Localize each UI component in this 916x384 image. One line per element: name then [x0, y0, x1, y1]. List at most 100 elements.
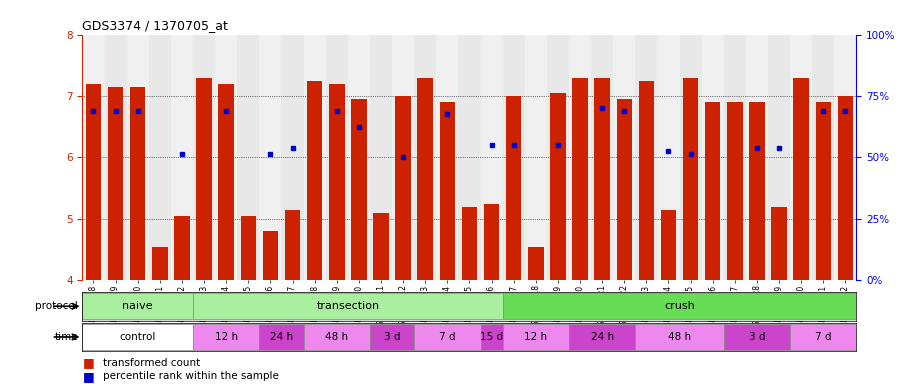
- Text: 7 d: 7 d: [439, 332, 455, 342]
- Bar: [569, 35, 591, 280]
- Text: percentile rank within the sample: percentile rank within the sample: [103, 371, 278, 381]
- Bar: [348, 35, 370, 280]
- Bar: [724, 35, 746, 280]
- Bar: [392, 35, 414, 280]
- Bar: [616, 99, 632, 280]
- Bar: [82, 324, 193, 350]
- Bar: [746, 35, 768, 280]
- Text: 12 h: 12 h: [214, 332, 238, 342]
- Text: 24 h: 24 h: [591, 332, 614, 342]
- Bar: [193, 324, 259, 350]
- Bar: [259, 324, 303, 350]
- Bar: [108, 87, 124, 280]
- Bar: [481, 35, 503, 280]
- Bar: [307, 81, 322, 280]
- Bar: [768, 35, 791, 280]
- Bar: [259, 35, 281, 280]
- Bar: [193, 35, 215, 280]
- Bar: [569, 324, 636, 350]
- Bar: [436, 35, 458, 280]
- Bar: [572, 78, 588, 280]
- Bar: [303, 35, 326, 280]
- Bar: [547, 35, 569, 280]
- Bar: [373, 213, 388, 280]
- Bar: [218, 84, 234, 280]
- Bar: [503, 324, 569, 350]
- Bar: [727, 102, 743, 280]
- Bar: [196, 78, 212, 280]
- Bar: [82, 293, 193, 319]
- Bar: [613, 35, 636, 280]
- Bar: [396, 96, 411, 280]
- Bar: [680, 35, 702, 280]
- Text: time: time: [54, 332, 78, 342]
- Text: transection: transection: [316, 301, 379, 311]
- Bar: [171, 35, 193, 280]
- Bar: [148, 35, 171, 280]
- Bar: [525, 35, 547, 280]
- Bar: [636, 35, 658, 280]
- Text: 3 d: 3 d: [384, 332, 400, 342]
- Bar: [791, 324, 856, 350]
- Text: transformed count: transformed count: [103, 358, 200, 368]
- Bar: [215, 35, 237, 280]
- Text: 48 h: 48 h: [668, 332, 691, 342]
- Bar: [594, 78, 610, 280]
- Bar: [126, 35, 148, 280]
- Bar: [152, 247, 168, 280]
- Bar: [837, 96, 853, 280]
- Bar: [660, 210, 676, 280]
- Bar: [370, 35, 392, 280]
- Bar: [326, 35, 348, 280]
- Bar: [793, 78, 809, 280]
- Bar: [506, 96, 521, 280]
- Bar: [458, 35, 481, 280]
- Bar: [418, 78, 433, 280]
- Bar: [263, 231, 278, 280]
- Text: ■: ■: [82, 370, 94, 383]
- Bar: [484, 204, 499, 280]
- Bar: [528, 247, 543, 280]
- Bar: [104, 35, 126, 280]
- Text: GDS3374 / 1370705_at: GDS3374 / 1370705_at: [82, 19, 228, 32]
- Bar: [414, 35, 436, 280]
- Bar: [281, 35, 303, 280]
- Text: 12 h: 12 h: [524, 332, 548, 342]
- Bar: [812, 35, 834, 280]
- Bar: [130, 87, 146, 280]
- Bar: [174, 216, 190, 280]
- Bar: [724, 324, 791, 350]
- Bar: [658, 35, 680, 280]
- Text: protocol: protocol: [35, 301, 78, 311]
- Bar: [834, 35, 856, 280]
- Text: 24 h: 24 h: [270, 332, 293, 342]
- Bar: [702, 35, 724, 280]
- Bar: [815, 102, 831, 280]
- Text: crush: crush: [664, 301, 695, 311]
- Bar: [82, 35, 104, 280]
- Text: 3 d: 3 d: [748, 332, 765, 342]
- Bar: [636, 324, 724, 350]
- Bar: [303, 324, 370, 350]
- Bar: [241, 216, 256, 280]
- Bar: [414, 324, 481, 350]
- Bar: [462, 207, 477, 280]
- Bar: [370, 324, 414, 350]
- Text: 48 h: 48 h: [325, 332, 348, 342]
- Bar: [591, 35, 613, 280]
- Bar: [503, 293, 856, 319]
- Text: control: control: [120, 332, 156, 342]
- Text: 15 d: 15 d: [480, 332, 503, 342]
- Bar: [237, 35, 259, 280]
- Bar: [329, 84, 344, 280]
- Bar: [440, 102, 455, 280]
- Text: 7 d: 7 d: [815, 332, 832, 342]
- Bar: [771, 207, 787, 280]
- Bar: [351, 99, 366, 280]
- Bar: [791, 35, 812, 280]
- Bar: [682, 78, 698, 280]
- Bar: [503, 35, 525, 280]
- Bar: [551, 93, 566, 280]
- Text: ■: ■: [82, 356, 94, 369]
- Bar: [86, 84, 102, 280]
